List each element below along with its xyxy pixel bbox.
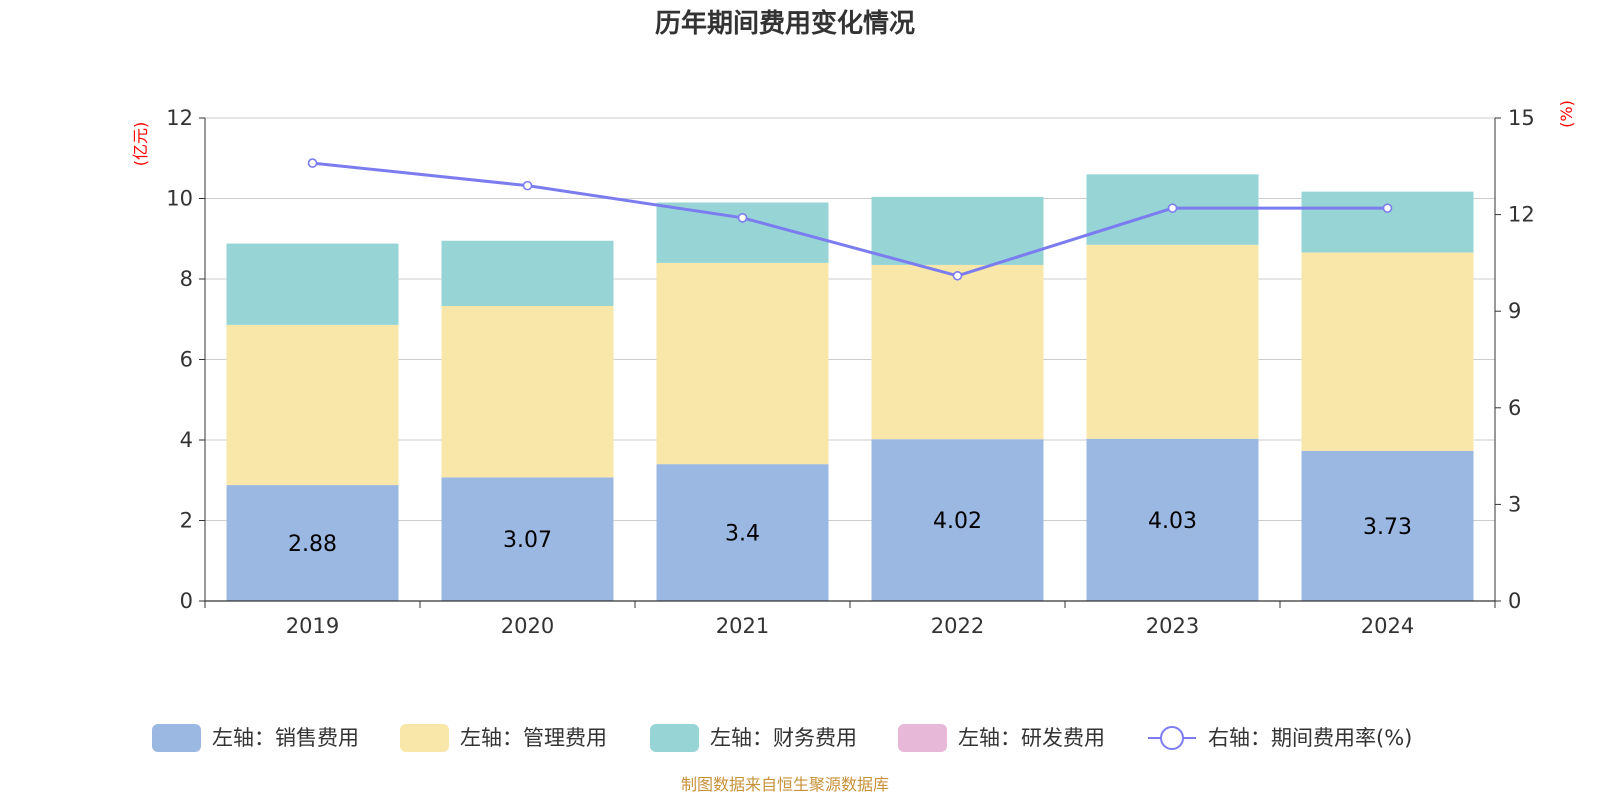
- right-tick-label: 6: [1508, 396, 1521, 420]
- bar-segment: [656, 262, 829, 465]
- bar-segment: [1301, 252, 1474, 451]
- legend-label: 左轴：销售费用: [212, 726, 359, 750]
- axes: 0 2 4 6 8 10 12 0 3 6 9 12 15 2019 2020 2021 2022 2023 202…: [166, 106, 1534, 638]
- left-tick-label: 0: [180, 589, 193, 613]
- bar-segment: [226, 243, 399, 325]
- rate-point: [307, 158, 318, 168]
- rate-line-path: [312, 161, 1388, 278]
- rate-point: [522, 180, 533, 191]
- bar-segment: [871, 264, 1044, 440]
- bar-segment: [871, 439, 1044, 601]
- data-source-note: 制图数据来自恒生聚源数据库: [681, 775, 889, 794]
- legend-label: 右轴：期间费用率(%): [1208, 726, 1412, 750]
- bar-value-label: 4.02: [933, 509, 982, 534]
- left-tick-label: 8: [180, 267, 193, 291]
- right-tick-label: 9: [1508, 299, 1521, 323]
- bar-value-label: 3.73: [1363, 515, 1412, 540]
- legend-swatch: [650, 724, 699, 752]
- legend-label: 左轴：财务费用: [710, 726, 857, 750]
- left-tick-label: 10: [166, 187, 193, 211]
- left-tick-label: 2: [180, 509, 193, 533]
- bar-value-label: 3.4: [725, 522, 760, 547]
- legend: 左轴：销售费用 左轴：管理费用 左轴：财务费用 左轴：研发费用 右轴：期间费用率(%): [152, 724, 1412, 752]
- bar-segment: [1086, 438, 1259, 601]
- x-tick-label: 2021: [716, 614, 769, 638]
- grid-lines: [205, 117, 1495, 521]
- x-tick-label: 2020: [501, 614, 554, 638]
- left-tick-label: 12: [166, 106, 193, 130]
- right-tick-label: 0: [1508, 589, 1521, 613]
- bar-segment: [441, 305, 614, 478]
- bar-segment: [441, 240, 614, 306]
- bar-segment: [226, 485, 399, 601]
- rate-point: [952, 270, 963, 281]
- legend-label: 左轴：管理费用: [460, 726, 607, 750]
- bar-segment: [656, 464, 829, 601]
- bars: 2.88 3.07 3.4 4.02 4.03 3.73: [226, 174, 1474, 601]
- rate-point: [737, 213, 748, 223]
- legend-swatch: [898, 724, 947, 752]
- left-axis-unit: (亿元): [131, 122, 150, 167]
- x-tick-label: 2022: [931, 614, 984, 638]
- rate-point: [1167, 203, 1178, 213]
- bar-value-label: 2.88: [288, 532, 337, 557]
- legend-swatch: [400, 724, 449, 752]
- bar-segment: [441, 477, 614, 601]
- rate-point: [1382, 203, 1393, 213]
- right-tick-label: 3: [1508, 492, 1521, 516]
- right-axis-unit: (%): [1557, 100, 1576, 128]
- x-tick-label: 2024: [1361, 614, 1414, 638]
- left-tick-label: 6: [180, 348, 193, 372]
- x-tick-label: 2019: [286, 614, 339, 638]
- x-tick-label: 2023: [1146, 614, 1199, 638]
- chart-title: 历年期间费用变化情况: [655, 8, 915, 39]
- bar-segment: [1086, 244, 1259, 439]
- bar-value-label: 3.07: [503, 528, 552, 553]
- rate-line: [307, 158, 1393, 281]
- right-tick-label: 15: [1508, 106, 1535, 130]
- bar-segment: [226, 324, 399, 486]
- bar-segment: [1301, 450, 1474, 601]
- legend-label: 左轴：研发费用: [958, 726, 1105, 750]
- bar-value-label: 4.03: [1148, 509, 1197, 534]
- left-tick-label: 4: [180, 428, 193, 452]
- bar-segment: [1301, 191, 1474, 253]
- bar-segment: [871, 196, 1044, 265]
- legend-circle-swatch: [1160, 726, 1184, 750]
- legend-swatch: [152, 724, 201, 752]
- right-tick-label: 12: [1508, 203, 1535, 227]
